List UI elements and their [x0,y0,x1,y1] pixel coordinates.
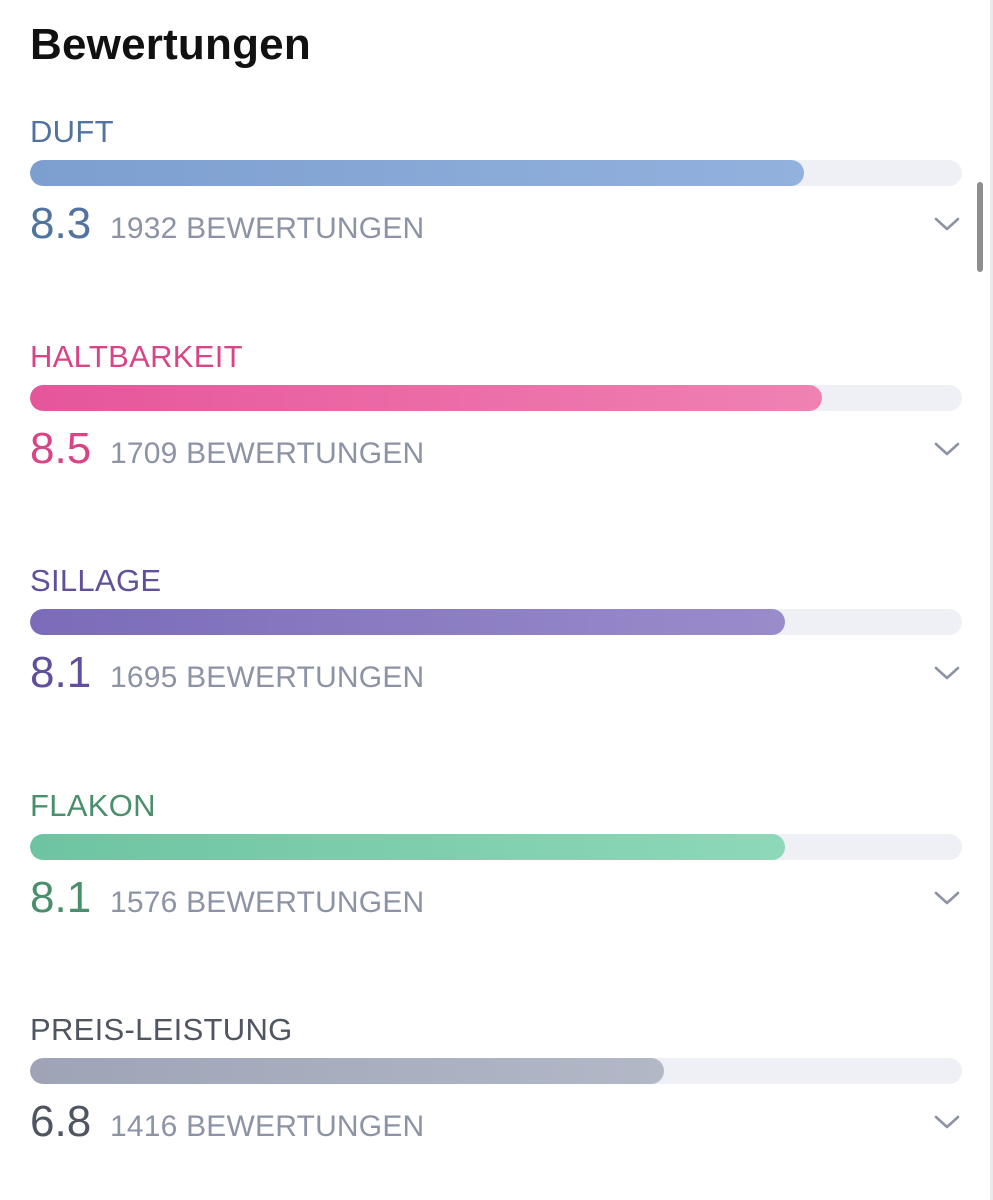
rating-flakon: FLAKON 8.1 1576 BEWERTUNGEN [30,788,962,958]
rating-bar-fill [30,385,823,411]
rating-score: 8.3 [30,199,92,248]
chevron-down-icon[interactable] [932,886,962,910]
rating-bar-track [30,160,962,186]
rating-sillage: SILLAGE 8.1 1695 BEWERTUNGEN [30,563,962,733]
page-title: Bewertungen [30,20,311,69]
rating-bar-track [30,609,962,635]
rating-haltbarkeit: HALTBARKEIT 8.5 1709 BEWERTUNGEN [30,339,962,509]
rating-label: PREIS-LEISTUNG [30,1012,293,1047]
rating-score: 6.8 [30,1097,92,1146]
rating-label: FLAKON [30,788,156,823]
rating-bar-track [30,834,962,860]
rating-count: 1709 BEWERTUNGEN [110,437,425,470]
rating-count: 1932 BEWERTUNGEN [110,212,425,245]
chevron-down-icon[interactable] [932,1110,962,1134]
rating-score: 8.1 [30,648,92,697]
chevron-down-icon[interactable] [932,437,962,461]
page-edge-divider [990,0,993,1200]
chevron-down-icon[interactable] [932,661,962,685]
rating-label: HALTBARKEIT [30,339,243,374]
rating-bar-track [30,1058,962,1084]
rating-label: SILLAGE [30,563,162,598]
rating-count: 1695 BEWERTUNGEN [110,661,425,694]
rating-duft: DUFT 8.3 1932 BEWERTUNGEN [30,114,962,284]
rating-score: 8.5 [30,424,92,473]
rating-bar-fill [30,160,804,186]
rating-label: DUFT [30,114,114,149]
scrollbar-thumb[interactable] [977,182,983,272]
rating-bar-fill [30,609,785,635]
rating-bar-fill [30,1058,664,1084]
rating-bar-track [30,385,962,411]
rating-bar-fill [30,834,785,860]
rating-preis-leistung: PREIS-LEISTUNG 6.8 1416 BEWERTUNGEN [30,1012,962,1182]
rating-count: 1576 BEWERTUNGEN [110,886,425,919]
rating-count: 1416 BEWERTUNGEN [110,1110,425,1143]
chevron-down-icon[interactable] [932,212,962,236]
rating-score: 8.1 [30,873,92,922]
